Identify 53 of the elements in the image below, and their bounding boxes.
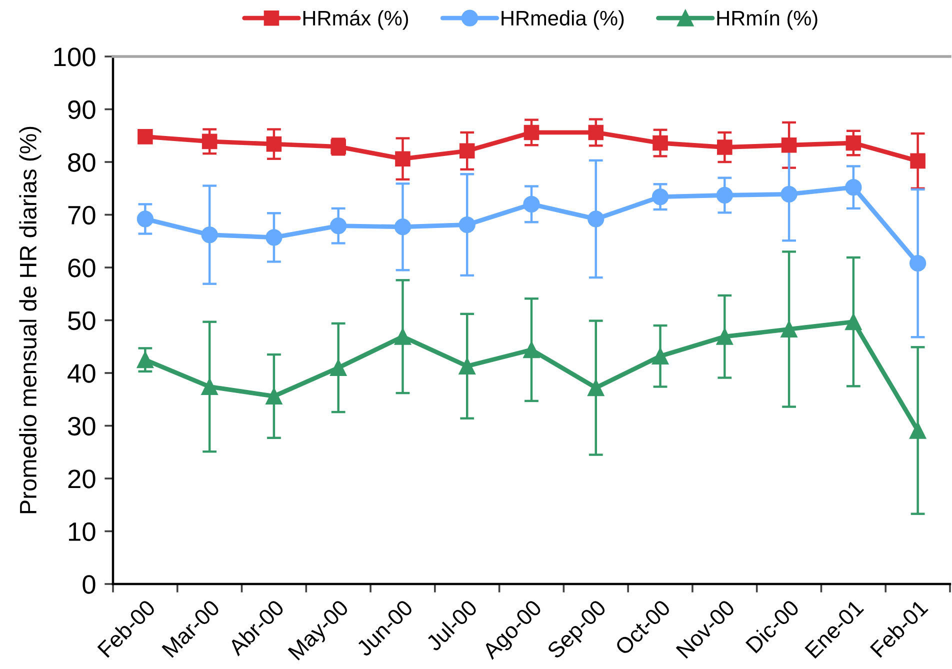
y-tick-label: 0	[82, 575, 96, 594]
point	[202, 134, 218, 150]
point	[136, 210, 154, 228]
point	[588, 210, 604, 228]
point	[845, 178, 862, 196]
y-tick-label: 90	[68, 100, 96, 120]
point	[459, 143, 475, 159]
y-tick-label: 40	[68, 364, 96, 383]
y-tick-label: 30	[68, 416, 96, 436]
point	[330, 359, 347, 376]
point	[846, 135, 862, 151]
legend-label: HRmín (%)	[717, 10, 818, 30]
y-tick-label: 20	[68, 470, 96, 488]
point	[266, 229, 282, 246]
point	[458, 216, 476, 234]
point	[910, 153, 926, 169]
point	[266, 388, 282, 405]
y-tick-label: 100	[54, 48, 96, 66]
point	[716, 186, 733, 204]
y-axis-title: Promedio mensual de HR diarias (%)	[19, 126, 42, 514]
point	[394, 328, 412, 345]
y-tick-label: 70	[68, 206, 96, 225]
point	[394, 218, 412, 236]
y-tick-label: 60	[68, 258, 96, 278]
point	[588, 124, 604, 140]
point	[652, 135, 668, 151]
point	[588, 379, 604, 396]
point	[201, 226, 218, 244]
point	[523, 196, 540, 213]
point	[781, 137, 797, 153]
point	[138, 129, 153, 144]
point	[201, 378, 218, 396]
point	[717, 140, 732, 155]
point	[716, 328, 733, 345]
legend-label: HRmedia (%)	[502, 10, 624, 30]
point	[524, 124, 540, 140]
point	[395, 151, 410, 166]
y-tick-label: 10	[68, 522, 96, 542]
point	[652, 188, 669, 206]
point	[266, 136, 282, 152]
point	[330, 217, 347, 234]
point	[845, 314, 862, 330]
point	[523, 341, 540, 358]
point	[136, 351, 154, 368]
y-tick-label: 80	[68, 153, 96, 172]
point	[652, 348, 669, 364]
point	[458, 358, 476, 374]
point	[909, 254, 926, 272]
point	[909, 422, 926, 439]
point	[780, 320, 798, 338]
y-tick-label: 50	[68, 311, 96, 330]
point	[780, 186, 798, 203]
legend-label: HRmáx (%)	[303, 10, 408, 30]
